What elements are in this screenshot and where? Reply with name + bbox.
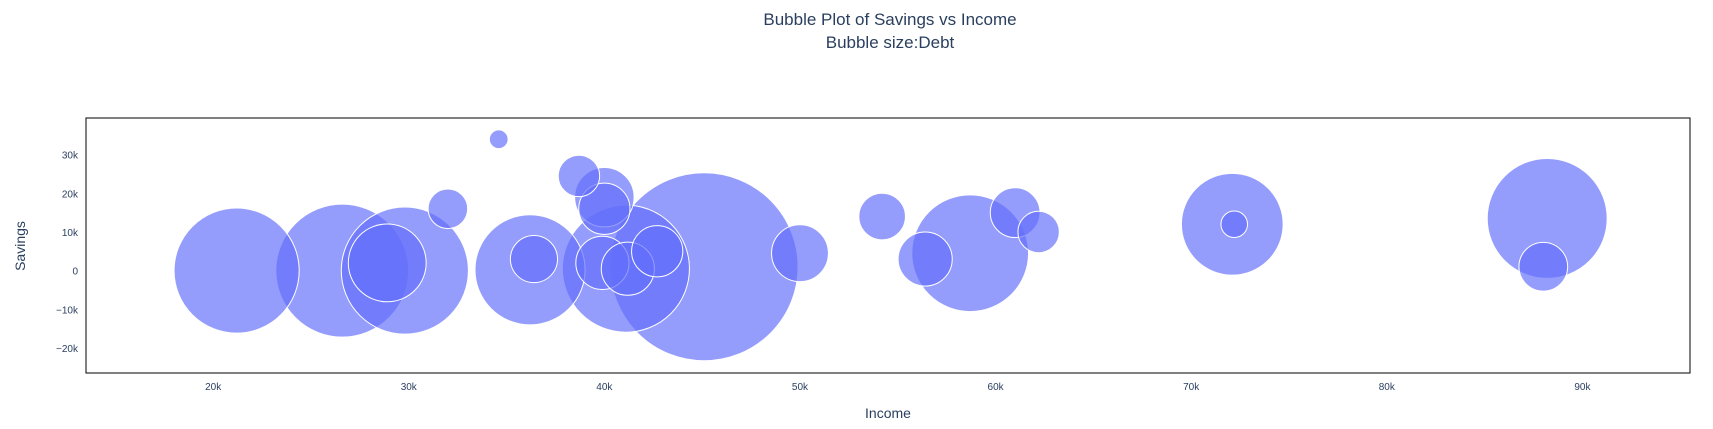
bubble-point-23 [1017,210,1060,254]
x-tick-label: 90k [1574,382,1591,393]
bubble-point-24 [427,188,469,230]
y-tick-label: 20k [62,189,79,200]
x-tick-label: 80k [1379,382,1396,393]
x-axis: 20k 30k 40k 50k 60k 70k 80k 90k [205,382,1591,393]
bubble-point-22 [557,154,601,198]
x-tick-label: 50k [792,382,809,393]
bubble-point-26 [488,129,509,150]
y-tick-label: −20k [56,344,79,355]
y-axis: −20k −10k 0 10k 20k 30k [56,151,79,355]
bubble-point-14 [631,225,684,278]
bubble-point-19 [509,234,559,284]
bubble-point-4 [173,207,300,334]
y-tick-label: −10k [56,305,79,316]
x-tick-label: 40k [596,382,613,393]
bubbles-layer [173,129,1608,362]
bubble-point-20 [1518,241,1569,292]
x-tick-label: 20k [205,382,222,393]
bubble-point-12 [897,231,953,287]
chart-subtitle: Bubble size:Debt [826,33,955,52]
bubble-point-10 [347,223,427,303]
y-tick-label: 30k [62,151,79,162]
plot-frame [85,117,1691,374]
y-tick-label: 0 [72,267,78,278]
x-tick-label: 30k [401,382,418,393]
bubble-point-25 [1220,210,1249,239]
y-axis-title: Savings [12,221,28,271]
chart-title: Bubble Plot of Savings vs Income [763,10,1016,29]
x-axis-title: Income [865,405,911,421]
x-tick-label: 70k [1183,382,1200,393]
x-tick-label: 60k [988,382,1005,393]
bubble-point-11 [771,224,829,283]
bubble-point-21 [858,192,906,241]
plot-area [85,117,1691,374]
bubble-point-17 [578,182,631,235]
y-tick-label: 10k [62,228,79,239]
